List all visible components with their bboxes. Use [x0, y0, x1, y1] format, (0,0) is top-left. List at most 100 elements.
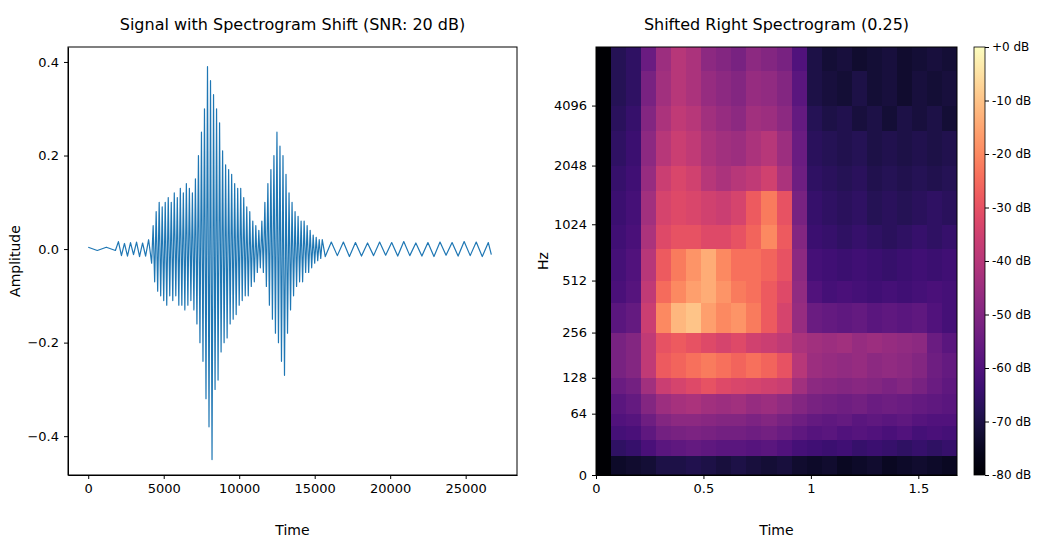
- colorbar-axis-tick: -50 dB: [985, 308, 1031, 322]
- heatmap-cell: [837, 394, 853, 414]
- x-axis-tick: 15000: [295, 475, 336, 496]
- heatmap-cell: [761, 439, 777, 456]
- heatmap-cell: [807, 439, 823, 456]
- heatmap-cell: [626, 281, 642, 304]
- heatmap-cell: [867, 333, 883, 353]
- heatmap-cell: [731, 106, 747, 132]
- chart-title: Signal with Spectrogram Shift (SNR: 20 d…: [120, 15, 465, 34]
- heatmap-cell: [746, 248, 762, 281]
- heatmap-cell: [777, 303, 793, 333]
- heatmap-cell: [701, 224, 717, 248]
- colorbar-axis-tick-mark: [985, 208, 989, 209]
- colorbar-axis-tick: -80 dB: [985, 468, 1031, 482]
- heatmap-cell: [746, 106, 762, 132]
- heatmap-cell: [731, 248, 747, 281]
- heatmap-cell: [731, 303, 747, 333]
- heatmap-cell: [611, 394, 627, 414]
- heatmap-cell: [626, 190, 642, 225]
- heatmap-cell: [656, 425, 672, 439]
- y-axis-tick-label: 2048: [554, 158, 587, 173]
- x-axis-tick-mark: [466, 475, 467, 479]
- heatmap-cell: [852, 224, 868, 248]
- heatmap-cell: [882, 47, 898, 71]
- heatmap-cell: [837, 248, 853, 281]
- heatmap-cell: [822, 190, 838, 225]
- heatmap-cell: [746, 439, 762, 456]
- heatmap-cell: [897, 166, 913, 191]
- heatmap-cell: [942, 281, 957, 304]
- heatmap-cell: [792, 425, 808, 439]
- heatmap-cell: [686, 224, 702, 248]
- y-axis-tick: 0.2: [38, 148, 68, 163]
- y-axis-title: Amplitude: [7, 225, 23, 297]
- heatmap-cell: [837, 333, 853, 353]
- heatmap-cell: [701, 166, 717, 191]
- heatmap-cell: [731, 131, 747, 166]
- colorbar-axis-tick: -10 dB: [985, 94, 1031, 108]
- heatmap-cell: [716, 248, 732, 281]
- heatmap-cell: [897, 281, 913, 304]
- heatmap-cell: [761, 394, 777, 414]
- heatmap-cell: [912, 281, 928, 304]
- heatmap-cell: [867, 47, 883, 71]
- y-axis-tick: 2048: [554, 158, 596, 173]
- heatmap-cell: [671, 131, 687, 166]
- heatmap-cell: [822, 70, 838, 106]
- heatmap-cell: [777, 439, 793, 456]
- heatmap-cell: [777, 190, 793, 225]
- heatmap-cell: [626, 439, 642, 456]
- y-axis-tick-mark: [64, 156, 68, 157]
- heatmap-cell: [656, 131, 672, 166]
- heatmap-cell: [942, 106, 957, 132]
- x-axis-tick-label: 20000: [370, 481, 411, 496]
- heatmap-cell: [927, 414, 943, 426]
- heatmap-cell: [731, 333, 747, 353]
- heatmap-cell: [611, 106, 627, 132]
- heatmap-cell: [867, 303, 883, 333]
- heatmap-cell: [867, 166, 883, 191]
- heatmap-cell: [611, 414, 627, 426]
- colorbar-axis-tick: +0 dB: [985, 40, 1029, 54]
- heatmap-cell: [761, 303, 777, 333]
- heatmap-cell: [792, 455, 808, 475]
- x-axis-title: Time: [758, 522, 793, 538]
- colorbar-axis-tick-label: -40 dB: [992, 254, 1031, 268]
- x-axis-tick-mark: [811, 475, 812, 479]
- heatmap-cell: [731, 352, 747, 378]
- y-axis-tick: 128: [562, 370, 596, 385]
- heatmap-cell: [927, 281, 943, 304]
- y-axis-tick-label: 0.4: [38, 55, 59, 70]
- heatmap-cell: [656, 352, 672, 378]
- heatmap-cell: [852, 352, 868, 378]
- heatmap-cell: [867, 414, 883, 426]
- x-axis-tick-label: 0: [85, 481, 93, 496]
- y-axis-tick-label: −0.2: [27, 335, 59, 350]
- heatmap-cell: [701, 455, 717, 475]
- heatmap-cell: [671, 190, 687, 225]
- heatmap-cell: [746, 455, 762, 475]
- heatmap-cell: [596, 131, 612, 166]
- heatmap-cell: [942, 333, 957, 353]
- heatmap-cell: [897, 425, 913, 439]
- x-axis-tick-mark: [315, 475, 316, 479]
- heatmap-cell: [641, 352, 657, 378]
- heatmap-cell: [792, 47, 808, 71]
- x-axis-tick-mark: [164, 475, 165, 479]
- heatmap-cell: [822, 378, 838, 395]
- heatmap-cell: [701, 303, 717, 333]
- heatmap-cell: [867, 425, 883, 439]
- x-axis: 00.511.5: [592, 475, 957, 496]
- heatmap-cell: [837, 378, 853, 395]
- heatmap-cell: [641, 166, 657, 191]
- heatmap-cell: [731, 378, 747, 395]
- heatmap-cell: [927, 303, 943, 333]
- heatmap-cell: [912, 47, 928, 71]
- heatmap-cell: [942, 47, 957, 71]
- y-axis-tick: 256: [562, 325, 596, 340]
- heatmap-cell: [761, 352, 777, 378]
- heatmap-cell: [912, 106, 928, 132]
- heatmap-cell: [761, 106, 777, 132]
- heatmap-cell: [912, 166, 928, 191]
- heatmap-cell: [777, 106, 793, 132]
- heatmap-cell: [746, 352, 762, 378]
